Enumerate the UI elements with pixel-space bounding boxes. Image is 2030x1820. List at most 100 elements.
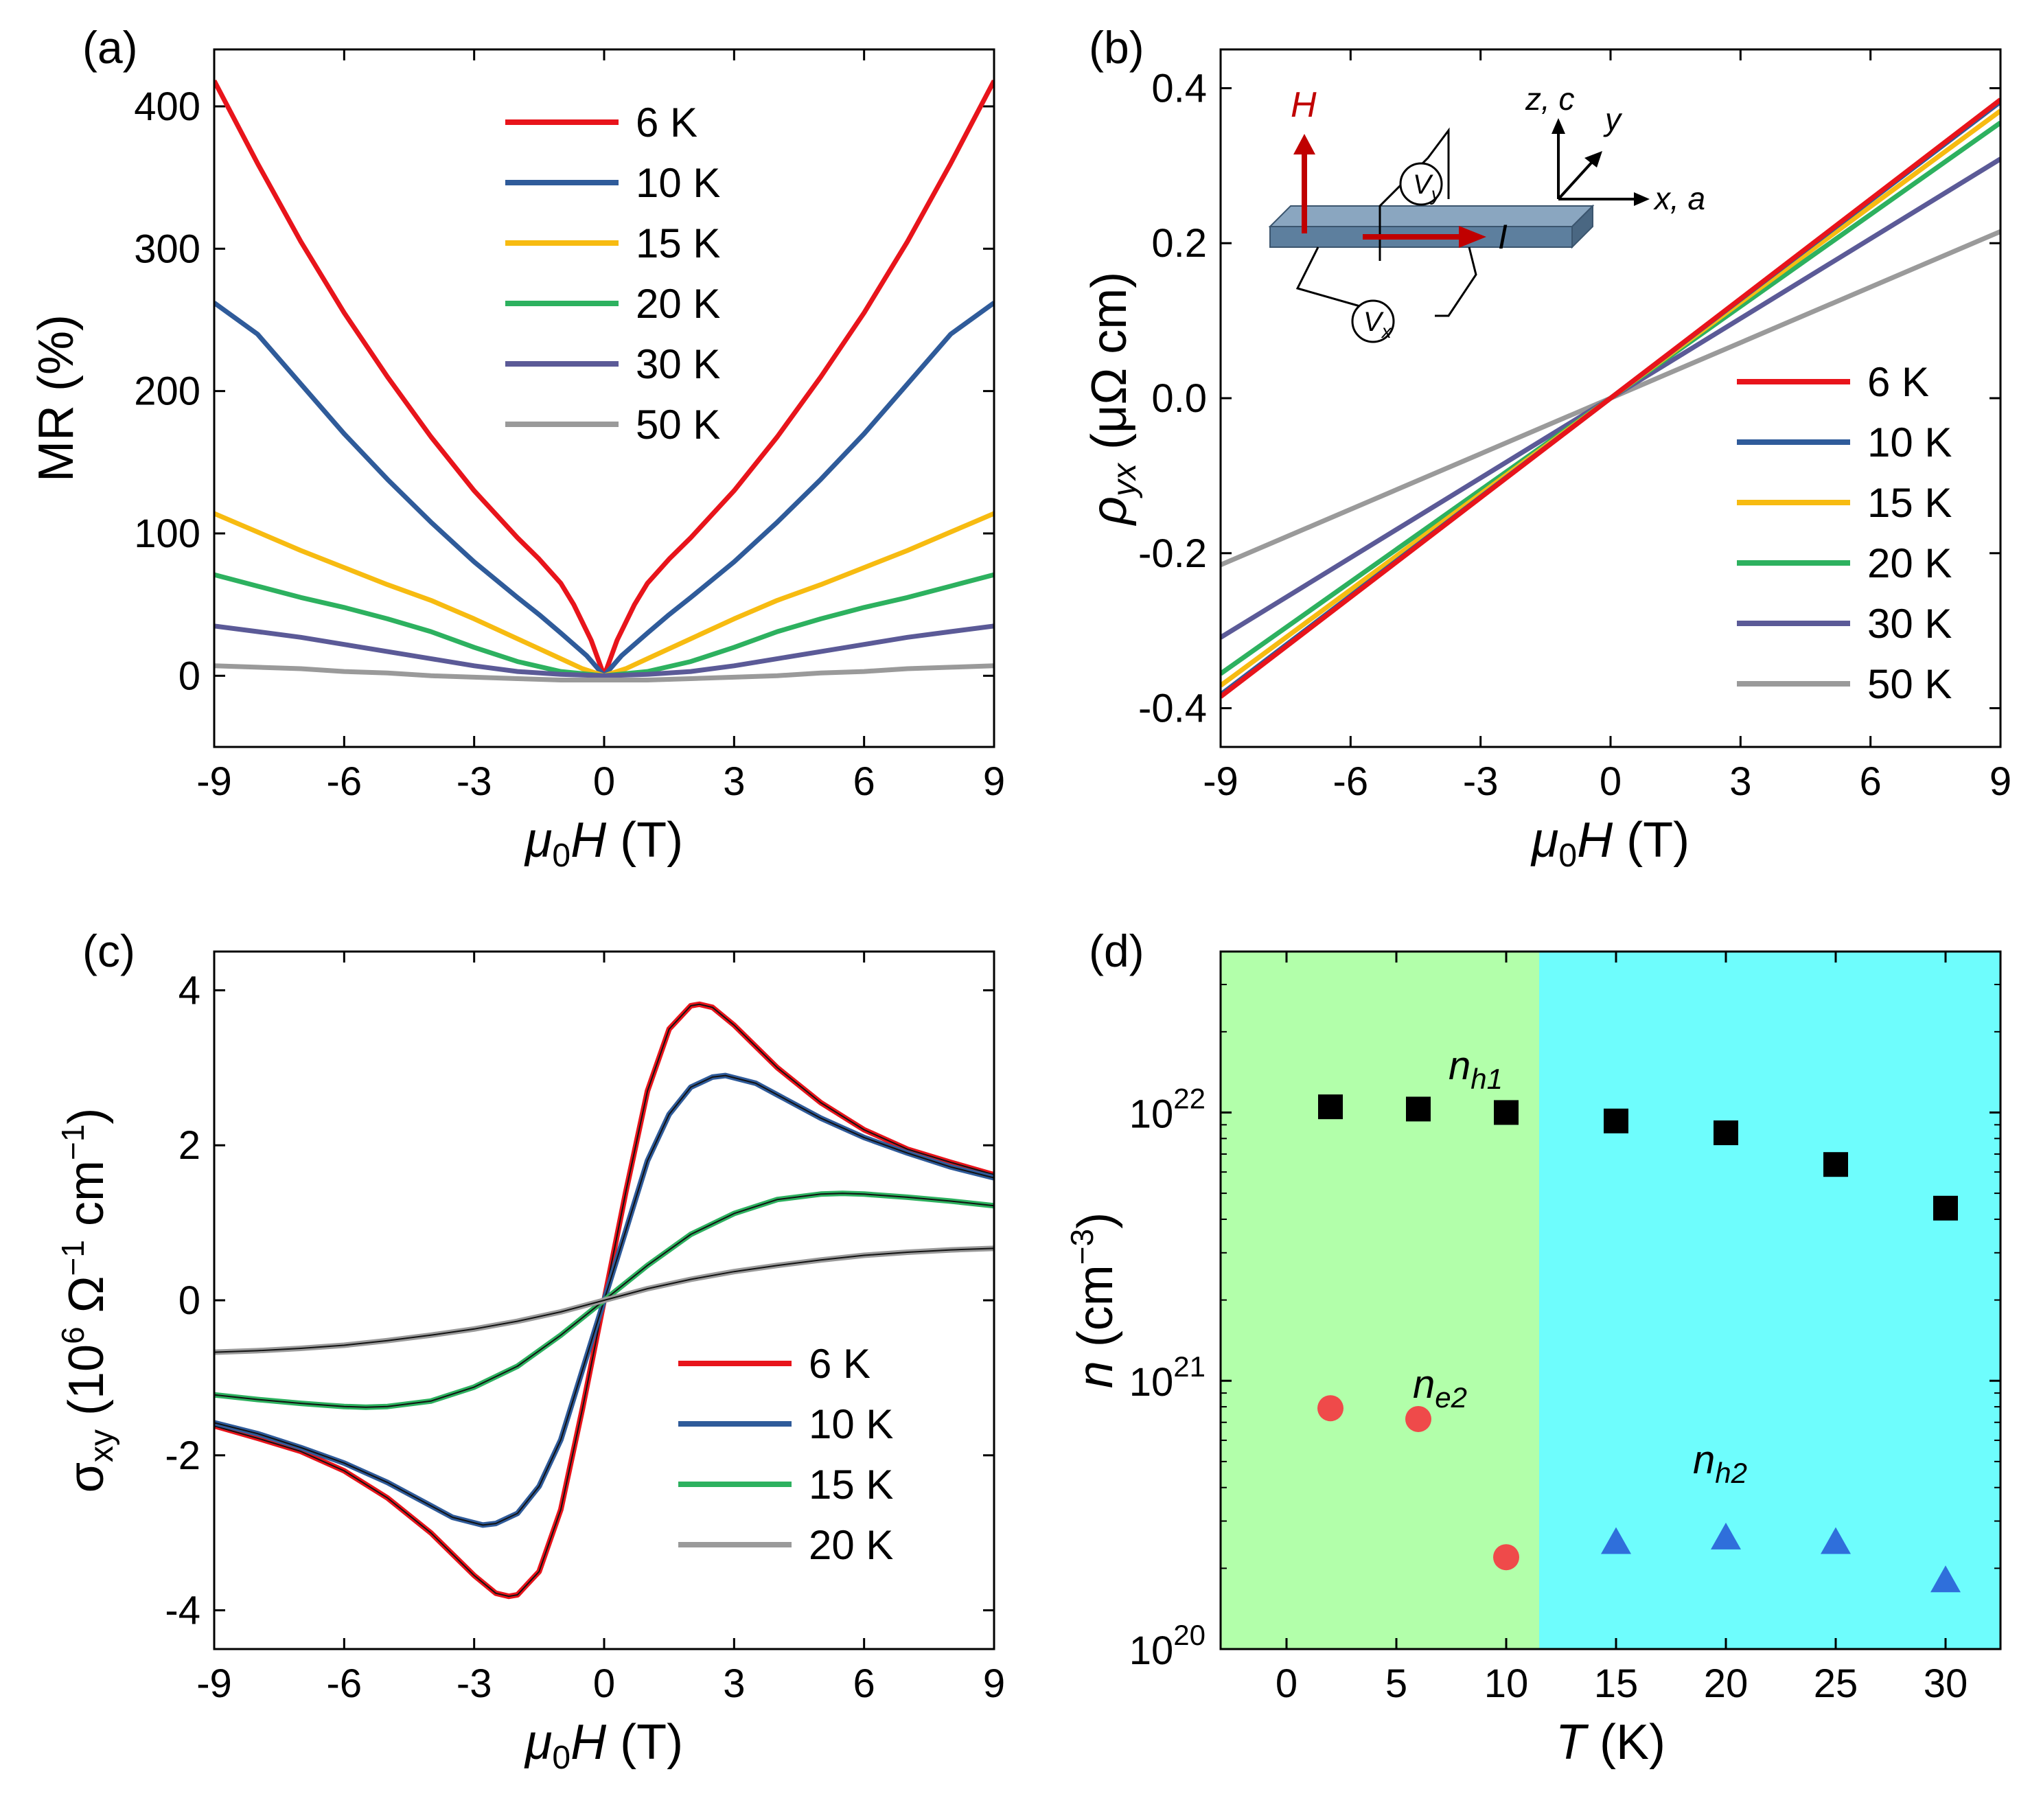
panel-d-xtick-label: 20 — [1704, 1661, 1749, 1706]
panel-c-xtick-label: -6 — [327, 1661, 362, 1706]
panel-b-xtick-label: 9 — [1989, 759, 2011, 804]
panel-a-legend-label: 15 K — [636, 220, 720, 266]
panel-b-legend-label: 15 K — [1867, 480, 1952, 526]
axis-z-label: z, c — [1525, 81, 1575, 117]
panel-a-legend-label: 30 K — [636, 341, 720, 387]
panel-a-ytick-label: 0 — [178, 654, 200, 698]
panel-a-legend-label: 20 K — [636, 281, 720, 327]
panel-b-legend-label: 30 K — [1867, 601, 1952, 647]
panel-b-ytick-label: 0.4 — [1151, 66, 1207, 111]
panel-a-legend: 6 K 10 K 15 K 20 K 30 K 50 K — [505, 100, 720, 448]
panel-c-legend-label: 10 K — [809, 1401, 893, 1447]
panel-a-xtick-label: 6 — [853, 759, 875, 804]
panel-a-xtick-label: -3 — [457, 759, 492, 804]
vx-label: Vx — [1363, 307, 1392, 342]
panel-b-legend-label: 50 K — [1867, 661, 1952, 707]
panel-c-xtick-label: -3 — [457, 1661, 492, 1706]
point-nh1 — [1933, 1195, 1958, 1221]
panel-c-legend-label: 15 K — [809, 1462, 893, 1508]
panel-b-legend-label: 6 K — [1867, 359, 1929, 405]
vy-label: Vy — [1413, 170, 1442, 205]
point-nh1 — [1823, 1152, 1848, 1177]
panel-b-legend-label: 10 K — [1867, 419, 1952, 465]
panel-a-xtick-label: 3 — [723, 759, 745, 804]
panel-b-xtick-label: 3 — [1729, 759, 1751, 804]
panel-c-frame — [213, 950, 995, 1650]
panel-a-xtick-label: -6 — [327, 759, 362, 804]
panel-c-ytick-label: 2 — [178, 1123, 200, 1168]
panel-b-legend: 6 K 10 K 15 K 20 K 30 K 50 K — [1737, 359, 1952, 707]
panel-b-xtick-label: 6 — [1860, 759, 1882, 804]
panel-d-xtick-label: 25 — [1814, 1661, 1858, 1706]
panel-c-ytick-label: 0 — [178, 1278, 200, 1323]
panel-a-ylabel: MR (%) — [29, 314, 84, 482]
panel-a-ytick-label: 400 — [134, 84, 200, 129]
panel-b-ytick-label: 0.2 — [1151, 221, 1207, 266]
series-line-6k — [1221, 97, 2000, 699]
panel-c-series-lines — [214, 1001, 994, 1600]
series-line-15k — [214, 511, 994, 678]
panel-c-xtick-label: 3 — [723, 1661, 745, 1706]
panel-a-legend-label: 50 K — [636, 402, 720, 448]
label-ne2: ne2 — [1413, 1362, 1467, 1414]
point-nh1 — [1714, 1120, 1738, 1146]
coordinate-axes-icon — [1552, 118, 1650, 206]
background-region-1 — [1221, 952, 1539, 1649]
panel-b-series-lines — [1221, 97, 2000, 699]
panel-b-xtick-label: -3 — [1463, 759, 1499, 804]
panel-c-legend-label: 20 K — [809, 1522, 893, 1568]
point-nh2 — [1601, 1527, 1631, 1554]
panel-a-frame — [213, 48, 995, 748]
panel-d-ytick-label: 1021 — [1129, 1350, 1206, 1405]
panel-c-ytick-label: -4 — [165, 1589, 200, 1633]
series-line-20k — [214, 572, 994, 678]
panel-c-legend: 6 K 10 K 15 K 20 K — [678, 1341, 893, 1568]
panel-b-xtick-label: -6 — [1333, 759, 1369, 804]
panel-c-ytick-label: -2 — [165, 1433, 200, 1478]
panel-b-ylabel: ρyx (μΩ cm) — [1082, 272, 1143, 527]
point-nh1 — [1318, 1094, 1343, 1120]
point-nh2 — [1930, 1565, 1961, 1593]
panel-c-xtick-label: 6 — [853, 1661, 875, 1706]
series-line-50k — [214, 663, 994, 682]
panel-a-series-lines — [214, 79, 994, 682]
panel-d-ytick-label: 1020 — [1129, 1619, 1206, 1673]
current-label: I — [1498, 218, 1508, 256]
panel-c-xtick-label: 9 — [983, 1661, 1005, 1706]
panel-d-ylabel: n (cm−3) — [1064, 1212, 1123, 1388]
field-arrow-head — [1293, 134, 1315, 154]
panel-b-ytick-label: -0.4 — [1138, 687, 1207, 731]
panel-b-ytick-label: 0.0 — [1151, 376, 1207, 421]
panel-c-xlabel: μ0H (T) — [524, 1715, 683, 1776]
label-nh1: nh1 — [1449, 1044, 1503, 1095]
panel-a-xtick-label: -9 — [196, 759, 232, 804]
point-nh2 — [1821, 1527, 1851, 1554]
vx-meter — [1351, 299, 1395, 343]
panel-d-label: (d) — [1089, 925, 1144, 976]
panel-b-frame — [1219, 48, 2002, 748]
point-nh1 — [1406, 1096, 1431, 1122]
panel-c-xtick-label: 0 — [593, 1661, 615, 1706]
point-nh1 — [1494, 1100, 1519, 1125]
series-line-10k — [214, 301, 994, 678]
panel-a-ticks: -9 -6 -3 0 3 6 9 0 100 200 300 400 — [134, 49, 1005, 804]
panel-d-xtick-label: 5 — [1385, 1661, 1407, 1706]
panel-c-legend-label: 6 K — [809, 1341, 870, 1387]
panel-d-ytick-label: 1022 — [1129, 1082, 1206, 1136]
panel-b-ticks: -9 -6 -3 0 3 6 9 -0.4 -0.2 0.0 0.2 0.4 — [1138, 49, 2011, 804]
label-nh2: nh2 — [1693, 1438, 1747, 1489]
panel-c-hall-conductivity: (c) -9 -6 -3 0 3 6 9 -4 -2 0 2 4 μ0H (T) σxy (106 Ω… — [55, 925, 1005, 1776]
axis-x-label: x, a — [1653, 181, 1705, 216]
field-label: H — [1291, 85, 1317, 125]
panel-b-inset-schematic: Vy Vx H I z, c y x, a — [1268, 81, 1705, 343]
panel-d-background-regions — [1221, 952, 2000, 1649]
panel-a-xlabel: μ0H (T) — [524, 813, 683, 874]
panel-b-xtick-label: 0 — [1600, 759, 1622, 804]
sample-bar-top — [1268, 205, 1595, 227]
panel-a-ytick-label: 300 — [134, 227, 200, 271]
panel-d-carrier-density: (d) 0 5 10 15 20 25 30 1020 1021 1022 T (K) n (cm… — [1064, 925, 2002, 1770]
panel-a-legend-label: 6 K — [636, 100, 697, 146]
point-ne2 — [1317, 1395, 1343, 1422]
sample-bar-side — [1571, 204, 1593, 249]
